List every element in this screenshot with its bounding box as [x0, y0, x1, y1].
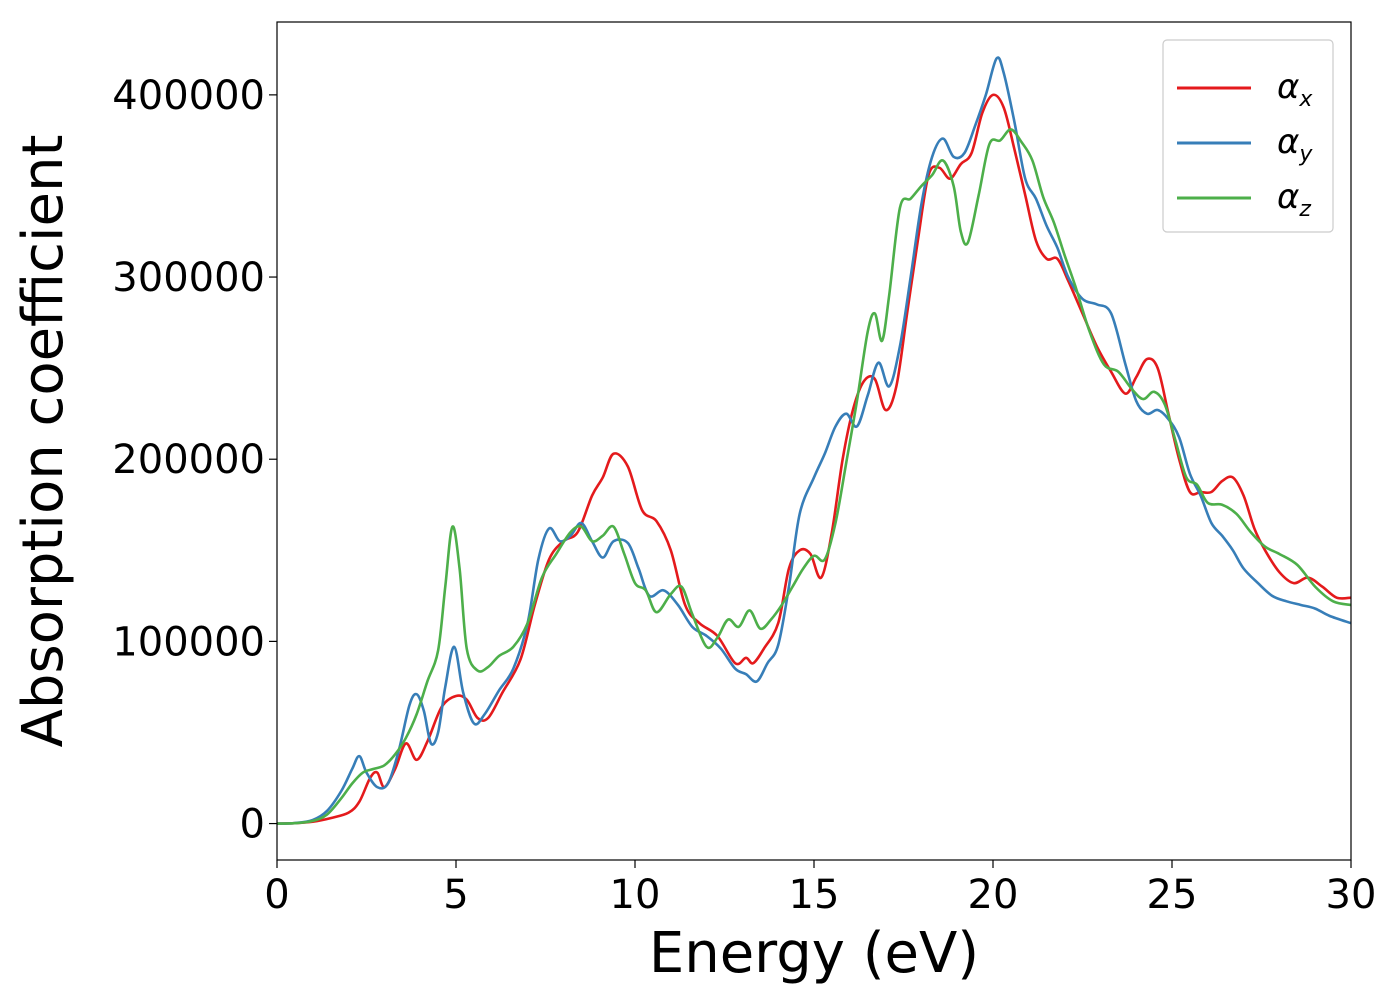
legend-label-x: αx: [1277, 67, 1313, 112]
series-line-y: [277, 56, 1351, 825]
y-tick-label: 200000: [112, 437, 265, 483]
y-tick-label: 0: [240, 802, 265, 848]
x-tick-label: 10: [610, 872, 661, 918]
x-tick-label: 15: [789, 872, 840, 918]
x-tick-label: 0: [264, 872, 289, 918]
y-tick-label: 300000: [112, 255, 265, 301]
x-axis: 0 5 10 15 20 25 30: [264, 860, 1376, 918]
y-tick-label: 100000: [112, 619, 265, 665]
y-tick-label: 400000: [112, 73, 265, 119]
legend-label-y: αy: [1277, 122, 1313, 167]
x-tick-label: 5: [443, 872, 468, 918]
y-axis-title: Absorption coefficient: [11, 135, 76, 748]
legend-label-subscript: y: [1298, 142, 1313, 167]
legend-label-symbol: α: [1277, 177, 1299, 217]
x-axis-title: Energy (eV): [649, 921, 979, 986]
legend-label-subscript: x: [1298, 87, 1313, 112]
legend-label-subscript: z: [1298, 197, 1311, 222]
series-line-z: [277, 128, 1351, 825]
legend-label-symbol: α: [1277, 67, 1299, 107]
legend-label-symbol: α: [1277, 122, 1299, 162]
legend-label-z: αz: [1277, 177, 1311, 222]
x-tick-label: 20: [968, 872, 1019, 918]
x-tick-label: 25: [1147, 872, 1198, 918]
y-axis: 0 100000 200000 300000 400000: [112, 73, 277, 848]
x-tick-label: 30: [1326, 872, 1377, 918]
series-layer: [277, 56, 1351, 825]
